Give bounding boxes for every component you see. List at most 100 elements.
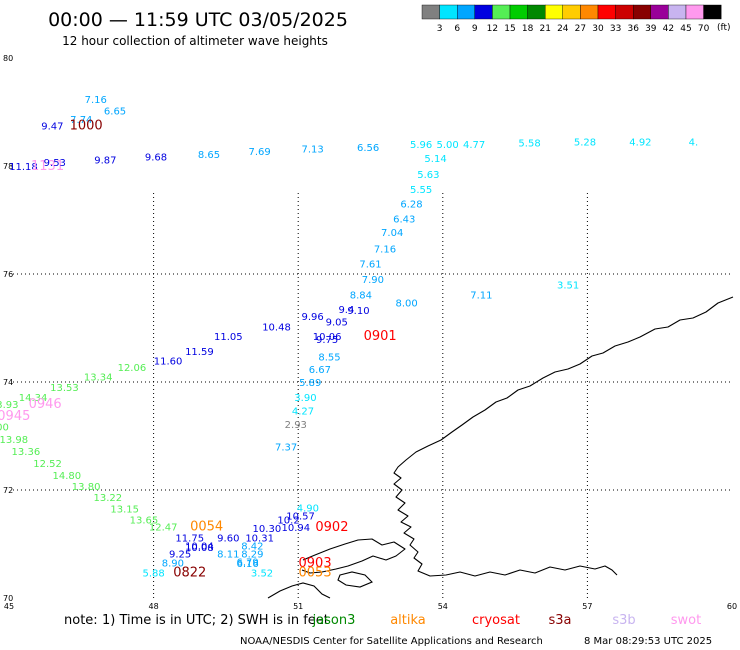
wave-height-label: 8.55 xyxy=(318,352,340,363)
wave-height-label: 13.00 xyxy=(0,423,9,434)
legend-label: 12 xyxy=(487,24,498,34)
lon-label: 60 xyxy=(727,602,737,611)
wave-height-label: 10.48 xyxy=(262,323,291,334)
wave-height-label: 6.79 xyxy=(236,558,258,569)
satellite-jason3: jason3 xyxy=(312,613,356,628)
wave-height-label: 4. xyxy=(689,137,699,148)
wave-height-label: 9.05 xyxy=(326,317,348,328)
pass-time-label: 0054 xyxy=(190,520,223,535)
wave-height-label: 6.43 xyxy=(393,215,415,226)
legend-swatch xyxy=(545,4,564,20)
legend-swatch xyxy=(562,4,581,20)
wave-height-label: 7.04 xyxy=(381,228,403,239)
pass-time-label: 0902 xyxy=(315,520,348,535)
legend-label: 36 xyxy=(627,24,639,34)
wave-height-label: 10.57 xyxy=(286,512,315,523)
satellite-legend: jason3 altika cryosat s3a s3b swot xyxy=(312,613,702,628)
lon-label: 57 xyxy=(582,602,592,611)
wave-height-label: 11.05 xyxy=(214,332,243,343)
wave-height-label: 3.52 xyxy=(251,568,273,579)
legend-swatch xyxy=(668,4,687,20)
legend-label: 30 xyxy=(592,24,604,34)
wave-height-label: 4.77 xyxy=(463,140,485,151)
wave-height-label: 6.56 xyxy=(357,143,379,154)
wave-height-label: 5.00 xyxy=(436,140,458,151)
wave-height-label: 5.89 xyxy=(299,378,321,389)
wave-height-label: 10.31 xyxy=(245,533,274,544)
wave-height-label: 6.28 xyxy=(400,200,422,211)
wave-height-label: 3.51 xyxy=(557,281,579,292)
wave-height-label: 7.90 xyxy=(362,275,384,286)
wave-height-label: 10.08 xyxy=(185,543,214,554)
wave-height-label: 13.80 xyxy=(72,482,101,493)
wave-height-label: 4.92 xyxy=(629,137,651,148)
wave-height-label: 9.25 xyxy=(169,550,191,561)
legend-label: 15 xyxy=(504,24,515,34)
wave-height-label: 7.74 xyxy=(70,115,92,126)
satellite-s3b: s3b xyxy=(612,613,635,628)
wave-height-label: 8.84 xyxy=(350,290,372,301)
wave-height-label: 5.58 xyxy=(518,139,540,150)
wave-height-label: 11.18 xyxy=(9,162,38,173)
legend-swatch xyxy=(633,4,652,20)
wave-height-label: 6.65 xyxy=(104,107,126,118)
lat-label: 76 xyxy=(3,270,13,279)
wave-height-label: 5.55 xyxy=(410,185,432,196)
wave-height-label: 10.2 xyxy=(277,515,299,526)
legend-swatch xyxy=(421,4,440,20)
map-subtitle: 12 hour collection of altimeter wave hei… xyxy=(62,34,328,48)
coastline-mainland xyxy=(267,582,331,599)
wave-height-label: 13.22 xyxy=(93,493,122,504)
wave-height-label: 7.11 xyxy=(470,290,492,301)
wave-height-label: 9.4 xyxy=(338,305,354,316)
wave-height-label: 9.96 xyxy=(302,312,324,323)
wave-height-label: 9.53 xyxy=(44,158,66,169)
wave-height-label: 5.96 xyxy=(410,140,432,151)
wave-height-label: 13.98 xyxy=(0,435,28,446)
wave-height-label: 7.61 xyxy=(359,260,381,271)
legend-swatch xyxy=(580,4,599,20)
wave-height-label: 13.53 xyxy=(50,383,79,394)
wave-height-label: 13.36 xyxy=(12,447,41,458)
wave-height-label: 14.34 xyxy=(19,393,48,404)
legend-label: 45 xyxy=(680,24,691,34)
legend-label: 6 xyxy=(454,24,460,34)
wave-height-label: 10.06 xyxy=(313,332,342,343)
pass-time-label: 0946 xyxy=(29,397,62,412)
legend-swatch xyxy=(439,4,458,20)
satellite-altika: altika xyxy=(390,613,426,628)
wave-height-label: 13.65 xyxy=(130,515,159,526)
wave-height-label: 4.27 xyxy=(292,406,314,417)
lon-label: 45 xyxy=(4,602,14,611)
wave-height-label: 9.60 xyxy=(217,533,239,544)
wave-height-label: 9.10 xyxy=(347,306,369,317)
legend-label: 9 xyxy=(472,24,478,34)
wave-height-label: 8.90 xyxy=(162,559,184,570)
legend-swatch xyxy=(492,4,511,20)
legend-swatch xyxy=(597,4,616,20)
footer-note-text: 1) Time is in UTC; 2) SWH is in feet xyxy=(102,613,329,628)
wave-height-label: 14.80 xyxy=(53,471,82,482)
lon-label: 51 xyxy=(293,602,303,611)
legend-swatch xyxy=(685,4,704,20)
satellite-cryosat: cryosat xyxy=(472,613,520,628)
pass-time-label: 0903 xyxy=(299,556,332,571)
pass-time-label: 0945 xyxy=(0,409,30,424)
coastline-strait xyxy=(301,538,406,574)
pass-time-label: 0822 xyxy=(173,565,206,580)
wave-height-label: 13.34 xyxy=(84,372,113,383)
legend-unit: (ft) xyxy=(717,23,731,33)
wave-height-label: 10.04 xyxy=(185,541,214,552)
lat-label: 70 xyxy=(3,594,13,603)
wave-height-label: 4.90 xyxy=(297,504,319,515)
wave-height-label: 8.11 xyxy=(217,550,239,561)
wave-height-label: 11.59 xyxy=(185,347,214,358)
pass-time-label: 0053 xyxy=(299,565,332,580)
wave-height-label: 7.69 xyxy=(249,147,271,158)
legend-swatch xyxy=(474,4,493,20)
legend-swatch xyxy=(527,4,546,20)
legend-label: 18 xyxy=(522,24,534,34)
wave-height-label: 7.16 xyxy=(374,244,396,255)
legend-swatch xyxy=(509,4,528,20)
